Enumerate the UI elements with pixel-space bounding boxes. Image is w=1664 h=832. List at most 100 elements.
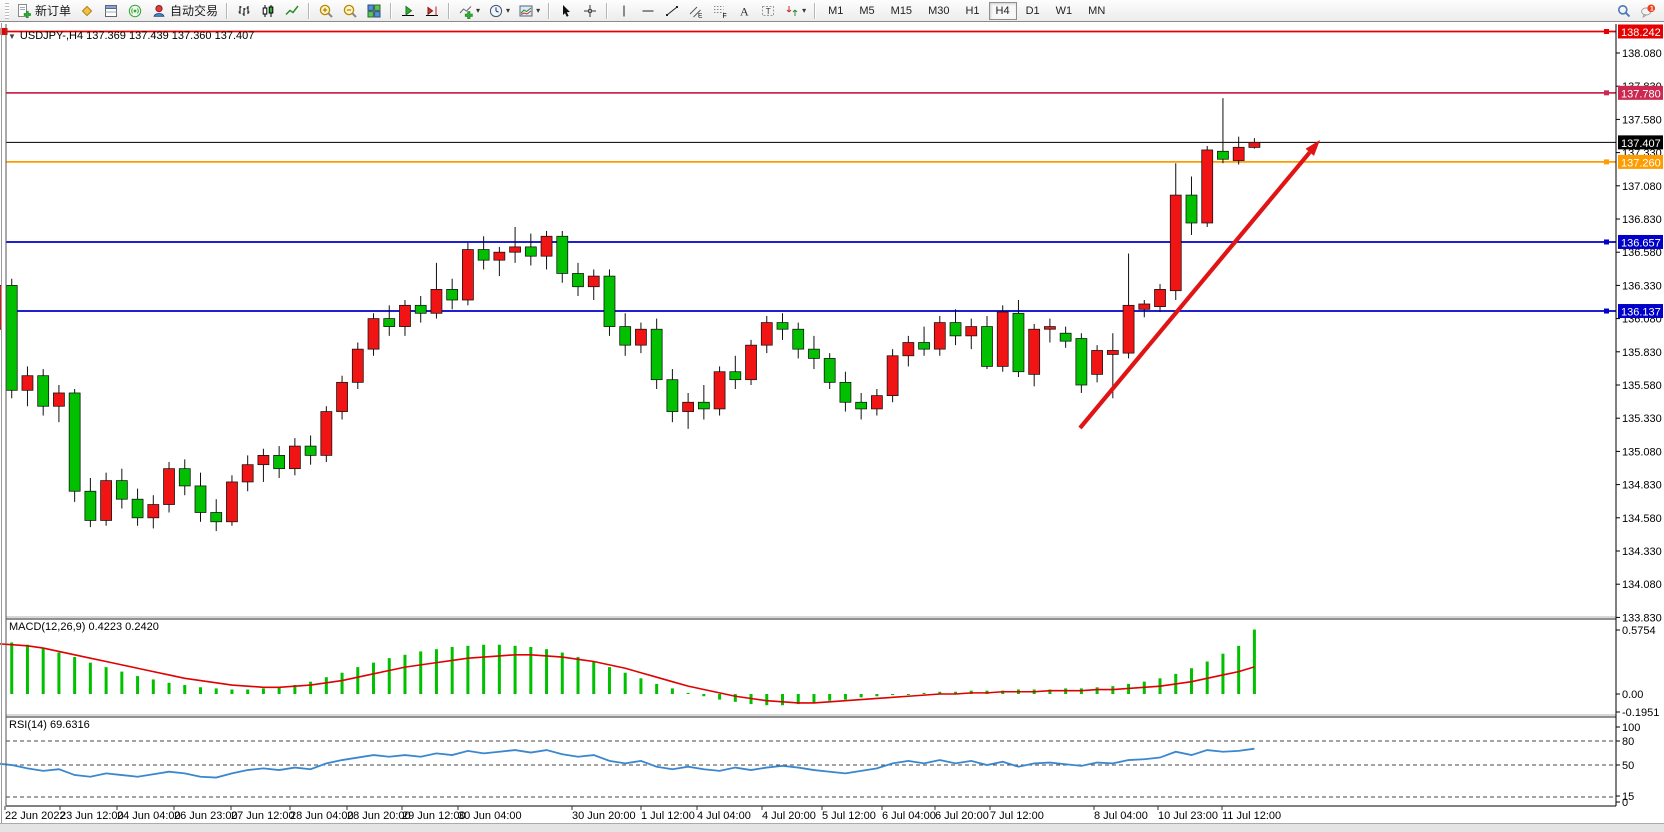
price-tick-label: 134.830: [1622, 480, 1662, 492]
macd-histogram-bar: [686, 692, 690, 694]
trendline-button[interactable]: [661, 1, 683, 21]
line-anchor-marker[interactable]: [0, 27, 8, 35]
time-tick-label: 30 Jun 04:00: [458, 810, 522, 822]
dropdown-caret-icon[interactable]: ▾: [802, 6, 807, 15]
line-anchor-marker[interactable]: [1604, 239, 1609, 245]
macd-histogram-bar: [1237, 645, 1241, 694]
price-tick-label: 134.080: [1622, 579, 1662, 591]
arrows-button[interactable]: ▾: [781, 1, 809, 21]
candle-body-down: [68, 392, 81, 492]
templates-button[interactable]: ▾: [515, 1, 543, 21]
candle-body-up: [1248, 141, 1261, 148]
data-window-button[interactable]: [100, 1, 122, 21]
periods-button[interactable]: ▾: [485, 1, 513, 21]
timeframe-button-m5[interactable]: M5: [859, 4, 875, 17]
timeframe-button-m30[interactable]: M30: [928, 4, 950, 17]
trend-arrow-head[interactable]: [1305, 140, 1320, 156]
timeframe-button-d1[interactable]: D1: [1025, 4, 1040, 17]
dropdown-caret-icon[interactable]: ▾: [506, 6, 511, 15]
line-anchor-marker[interactable]: [1604, 90, 1609, 96]
candle-body-up: [886, 355, 899, 396]
candle-body-down: [839, 381, 852, 403]
dropdown-caret-icon[interactable]: ▾: [476, 6, 481, 15]
macd-histogram-bar: [104, 667, 108, 694]
vertical-line-button[interactable]: [613, 1, 635, 21]
macd-panel[interactable]: [0, 629, 1256, 706]
bar-chart-button[interactable]: [233, 1, 255, 21]
macd-histogram-bar: [356, 667, 360, 694]
equidistant-channel-button[interactable]: E: [685, 1, 707, 21]
candle-body-up: [163, 468, 175, 505]
time-tick-label: 4 Jul 04:00: [697, 810, 751, 822]
time-tick-label: 1 Jul 12:00: [641, 810, 695, 822]
candle-body-down: [304, 445, 317, 456]
price-chart[interactable]: 138.080137.830137.580137.330137.080136.8…: [0, 23, 1664, 832]
chart-menu-caret-icon[interactable]: ▼: [8, 32, 16, 41]
candle-body-down: [383, 318, 396, 327]
chat-button[interactable]: 1: [1637, 1, 1659, 21]
crosshair-button[interactable]: [579, 1, 601, 21]
shift-chart-button[interactable]: [397, 1, 419, 21]
macd-indicator-label: MACD(12,26,9) 0.4223 0.2420: [9, 621, 159, 633]
data-window-icon: [103, 3, 119, 19]
macd-histogram-bar: [277, 687, 281, 694]
timeframe-button-w1[interactable]: W1: [1055, 4, 1073, 17]
line-anchor-marker[interactable]: [1604, 28, 1609, 34]
timeframe-button-mn[interactable]: MN: [1088, 4, 1106, 17]
channel-icon: E: [688, 3, 704, 19]
zoom-out-button[interactable]: [339, 1, 361, 21]
horizontal-line-button[interactable]: [637, 1, 659, 21]
timeframe-button-m15[interactable]: M15: [890, 4, 913, 17]
svg-text:1: 1: [1650, 5, 1654, 12]
macd-histogram-bar: [828, 694, 832, 701]
dropdown-caret-icon[interactable]: ▾: [536, 6, 541, 15]
candlestick-chart-button[interactable]: [257, 1, 279, 21]
candle-body-up: [320, 411, 333, 456]
candle-body-down: [666, 379, 679, 412]
auto-trading-button[interactable]: 自动交易: [148, 1, 221, 21]
new-order-button[interactable]: 新订单: [13, 1, 74, 21]
time-tick-label: 28 Jun 04:00: [290, 810, 354, 822]
toolbar-right-group: 1: [1612, 1, 1660, 21]
fibonacci-button[interactable]: F: [709, 1, 731, 21]
timeframe-button-h1[interactable]: H1: [965, 4, 980, 17]
zoom-in-button[interactable]: [315, 1, 337, 21]
chart-area[interactable]: 138.080137.830137.580137.330137.080136.8…: [0, 23, 1664, 832]
price-badge: [1618, 154, 1663, 169]
price-tick-label: 135.080: [1622, 446, 1662, 458]
macd-histogram-bar: [497, 644, 501, 694]
candles-group[interactable]: [0, 98, 1261, 532]
candle-body-down: [446, 289, 459, 301]
price-badge-label: 137.260: [1621, 157, 1661, 169]
candle-body-up: [902, 342, 915, 357]
time-tick-label: 30 Jun 20:00: [572, 810, 636, 822]
tile-windows-button[interactable]: [363, 1, 385, 21]
candle-body-down: [194, 485, 207, 513]
timeframe-button-m1[interactable]: M1: [828, 4, 844, 17]
macd-histogram-bar: [859, 694, 863, 698]
indicators-button[interactable]: ▾: [455, 1, 483, 21]
rsi-panel[interactable]: [0, 740, 1616, 798]
alerts-button[interactable]: [124, 1, 146, 21]
market-watch-button[interactable]: [76, 1, 98, 21]
macd-histogram-bar: [183, 685, 187, 694]
cursor-button[interactable]: [555, 1, 577, 21]
candle-body-up: [257, 455, 270, 466]
candle-body-down: [477, 249, 490, 261]
auto-scroll-button[interactable]: [421, 1, 443, 21]
text-button[interactable]: A: [733, 1, 755, 21]
svg-text:T: T: [766, 6, 771, 15]
line-anchor-marker[interactable]: [1604, 308, 1609, 314]
line-anchor-marker[interactable]: [1604, 159, 1609, 165]
text-label-button[interactable]: T: [757, 1, 779, 21]
macd-tick-label: -0.1951: [1622, 707, 1659, 719]
add-indicator-icon: [458, 3, 474, 19]
candle-body-up: [1201, 149, 1214, 224]
price-badge: [1618, 135, 1663, 150]
search-button[interactable]: [1613, 1, 1635, 21]
candle-body-down: [5, 285, 18, 391]
macd-tick-label: 0.5754: [1622, 625, 1656, 637]
timeframe-button-h4[interactable]: H4: [988, 1, 1017, 20]
line-chart-button[interactable]: [281, 1, 303, 21]
trend-arrow-line[interactable]: [1078, 150, 1312, 430]
